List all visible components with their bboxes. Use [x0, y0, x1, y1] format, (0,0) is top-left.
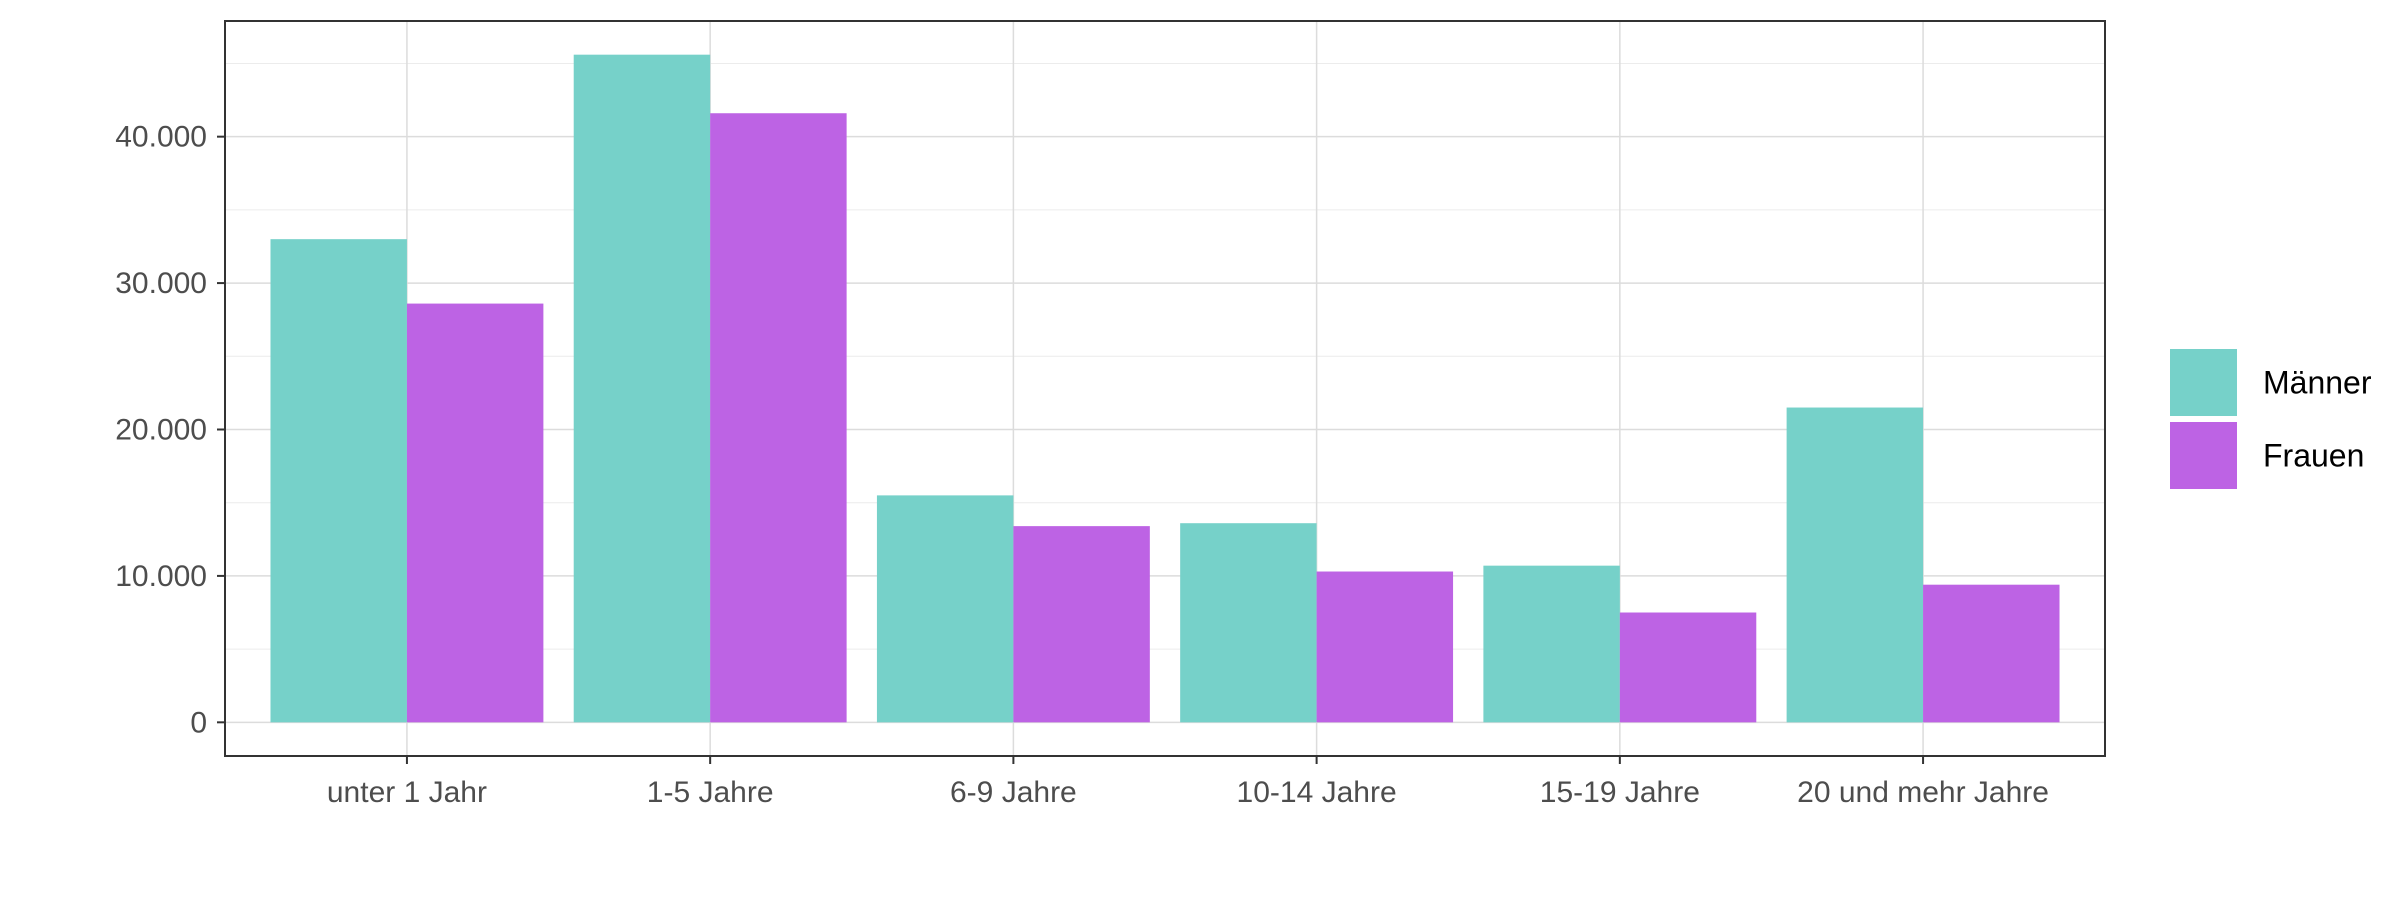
- x-tick-label: 20 und mehr Jahre: [1797, 776, 2049, 809]
- bar-frauen-1: [710, 113, 847, 723]
- x-tick-label: unter 1 Jahr: [327, 776, 487, 809]
- bar-maenner-2: [876, 495, 1014, 723]
- legend: Männer Frauen: [2170, 349, 2372, 489]
- bars: [270, 54, 2060, 723]
- legend-label-frauen: Frauen: [2263, 438, 2364, 474]
- bar-frauen-3: [1316, 571, 1454, 723]
- legend-swatch-maenner: [2170, 349, 2237, 416]
- bar-maenner-0: [270, 239, 407, 723]
- legend-label-maenner: Männer: [2263, 365, 2372, 401]
- bar-maenner-4: [1483, 565, 1620, 723]
- legend-swatch-frauen: [2170, 422, 2237, 489]
- bar-frauen-5: [1923, 584, 2060, 723]
- x-axis: unter 1 Jahr 1-5 Jahre 6-9 Jahre 10-14 Jahr…: [327, 756, 2049, 809]
- y-axis: 0 10.000 20.000 30.000 40.000: [115, 121, 225, 739]
- x-tick-label: 10-14 Jahre: [1237, 776, 1397, 809]
- y-tick-label: 40.000: [115, 121, 207, 154]
- plot-border: [224, 20, 2106, 757]
- bar-frauen-0: [406, 303, 544, 723]
- y-tick-label: 30.000: [115, 267, 207, 300]
- y-tick-label: 0: [190, 706, 207, 739]
- x-tick-label: 15-19 Jahre: [1540, 776, 1700, 809]
- x-tick-label: 6-9 Jahre: [950, 776, 1077, 809]
- bar-maenner-5: [1786, 407, 1924, 723]
- y-tick-label: 20.000: [115, 413, 207, 446]
- bar-frauen-4: [1619, 612, 1757, 723]
- bar-maenner-3: [1180, 523, 1317, 723]
- bar-frauen-2: [1013, 526, 1150, 723]
- x-tick-label: 1-5 Jahre: [647, 776, 774, 809]
- bar-maenner-1: [573, 54, 711, 723]
- y-tick-label: 10.000: [115, 560, 207, 593]
